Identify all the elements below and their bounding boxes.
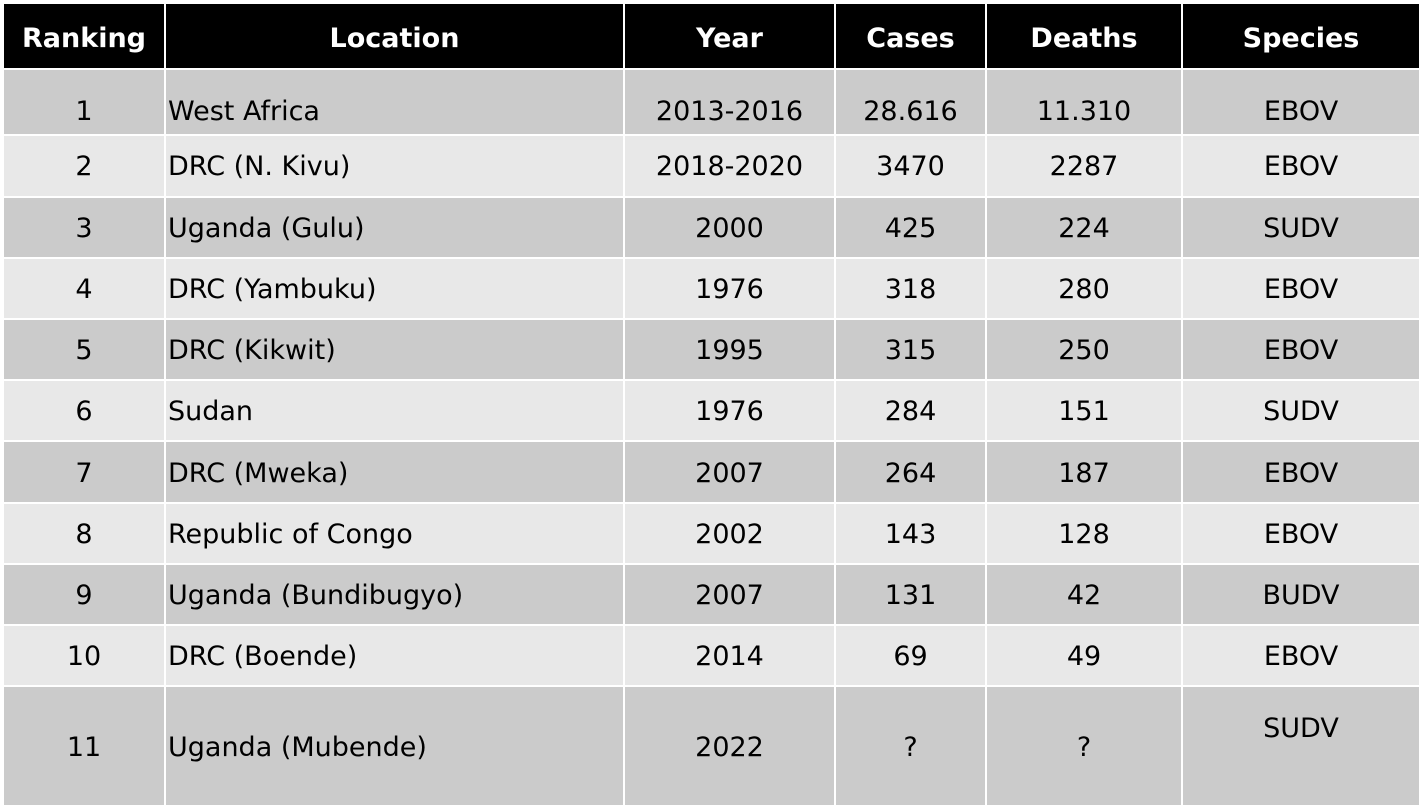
deaths-cell: 11.310 <box>985 67 1183 137</box>
species-cell: SUDV <box>1181 685 1421 807</box>
species-cell: EBOV <box>1181 67 1421 137</box>
cases-cell: ? <box>834 685 987 807</box>
header-row: Ranking Location Year Cases Deaths Speci… <box>2 2 1421 70</box>
deaths-cell: 128 <box>985 501 1183 565</box>
species-cell: EBOV <box>1181 256 1421 320</box>
location-cell: Uganda (Mubende) <box>164 685 625 807</box>
deaths-cell: 42 <box>985 562 1183 627</box>
location-cell: Sudan <box>164 379 625 443</box>
column-header-cases: Cases <box>834 2 987 70</box>
deaths-cell: 2287 <box>985 134 1183 198</box>
species-cell: EBOV <box>1181 624 1421 688</box>
ranking-cell: 8 <box>2 501 166 565</box>
table-row: 6 Sudan 1976 284 151 SUDV <box>2 379 1421 443</box>
species-cell: EBOV <box>1181 317 1421 382</box>
deaths-cell: 187 <box>985 440 1183 504</box>
ranking-cell: 5 <box>2 317 166 382</box>
year-cell: 2002 <box>623 501 836 565</box>
cases-cell: 3470 <box>834 134 987 198</box>
year-cell: 2013-2016 <box>623 67 836 137</box>
table-row: 4 DRC (Yambuku) 1976 318 280 EBOV <box>2 256 1421 320</box>
column-header-species: Species <box>1181 2 1421 70</box>
deaths-cell: 49 <box>985 624 1183 688</box>
year-cell: 2022 <box>623 685 836 807</box>
table-row: 8 Republic of Congo 2002 143 128 EBOV <box>2 501 1421 565</box>
location-cell: DRC (N. Kivu) <box>164 134 625 198</box>
ranking-cell: 9 <box>2 562 166 627</box>
ranking-cell: 7 <box>2 440 166 504</box>
year-cell: 2007 <box>623 440 836 504</box>
ranking-cell: 11 <box>2 685 166 807</box>
ranking-cell: 4 <box>2 256 166 320</box>
ranking-cell: 2 <box>2 134 166 198</box>
column-header-deaths: Deaths <box>985 2 1183 70</box>
cases-cell: 284 <box>834 379 987 443</box>
table-row: 9 Uganda (Bundibugyo) 2007 131 42 BUDV <box>2 562 1421 627</box>
species-cell: EBOV <box>1181 134 1421 198</box>
column-header-year: Year <box>623 2 836 70</box>
ranking-cell: 10 <box>2 624 166 688</box>
year-cell: 1995 <box>623 317 836 382</box>
year-cell: 2014 <box>623 624 836 688</box>
table-row: 1 West Africa 2013-2016 28.616 11.310 EBOV <box>2 67 1421 137</box>
cases-cell: 318 <box>834 256 987 320</box>
year-cell: 1976 <box>623 256 836 320</box>
species-cell: BUDV <box>1181 562 1421 627</box>
cases-cell: 28.616 <box>834 67 987 137</box>
year-cell: 2018-2020 <box>623 134 836 198</box>
deaths-cell: ? <box>985 685 1183 807</box>
table-row: 7 DRC (Mweka) 2007 264 187 EBOV <box>2 440 1421 504</box>
table-row: 2 DRC (N. Kivu) 2018-2020 3470 2287 EBOV <box>2 134 1421 198</box>
deaths-cell: 151 <box>985 379 1183 443</box>
cases-cell: 425 <box>834 195 987 259</box>
cases-cell: 264 <box>834 440 987 504</box>
table-row: 11 Uganda (Mubende) 2022?? SUDV <box>2 685 1421 807</box>
species-cell: SUDV <box>1181 195 1421 259</box>
location-cell: Uganda (Gulu) <box>164 195 625 259</box>
species-cell: SUDV <box>1181 379 1421 443</box>
table-row: 5 DRC (Kikwit) 1995 315 250 EBOV <box>2 317 1421 382</box>
location-cell: Republic of Congo <box>164 501 625 565</box>
year-cell: 2007 <box>623 562 836 627</box>
location-cell: DRC (Boende) <box>164 624 625 688</box>
location-cell: Uganda (Bundibugyo) <box>164 562 625 627</box>
location-cell: DRC (Kikwit) <box>164 317 625 382</box>
table-row: 3 Uganda (Gulu) 2000 425 224 SUDV <box>2 195 1421 259</box>
deaths-cell: 224 <box>985 195 1183 259</box>
table-header: Ranking Location Year Cases Deaths Speci… <box>2 2 1421 70</box>
table-body: 1 West Africa 2013-2016 28.616 11.310 EBOV 2 DR… <box>2 67 1421 807</box>
year-cell: 2000 <box>623 195 836 259</box>
species-cell: EBOV <box>1181 440 1421 504</box>
species-cell: EBOV <box>1181 501 1421 565</box>
location-cell: DRC (Yambuku) <box>164 256 625 320</box>
deaths-cell: 280 <box>985 256 1183 320</box>
cases-cell: 315 <box>834 317 987 382</box>
column-header-location: Location <box>164 2 625 70</box>
location-cell: West Africa <box>164 67 625 137</box>
deaths-cell: 250 <box>985 317 1183 382</box>
year-cell: 1976 <box>623 379 836 443</box>
cases-cell: 131 <box>834 562 987 627</box>
ranking-cell: 6 <box>2 379 166 443</box>
ranking-cell: 1 <box>2 67 166 137</box>
cases-cell: 69 <box>834 624 987 688</box>
table-row: 10 DRC (Boende) 2014 69 49 EBOV <box>2 624 1421 688</box>
ranking-cell: 3 <box>2 195 166 259</box>
location-cell: DRC (Mweka) <box>164 440 625 504</box>
cases-cell: 143 <box>834 501 987 565</box>
column-header-ranking: Ranking <box>2 2 166 70</box>
